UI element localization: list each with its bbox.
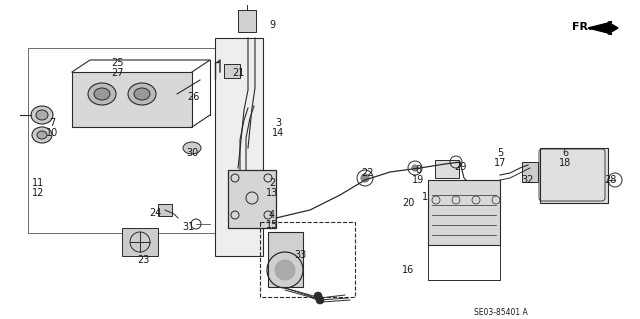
Bar xyxy=(435,160,459,178)
Text: 12: 12 xyxy=(32,188,44,198)
Text: 21: 21 xyxy=(232,68,244,78)
Text: 11: 11 xyxy=(32,178,44,188)
Text: 23: 23 xyxy=(137,255,149,265)
Text: 25: 25 xyxy=(112,58,124,68)
Text: 32: 32 xyxy=(521,175,533,185)
Ellipse shape xyxy=(31,106,53,124)
Circle shape xyxy=(412,165,418,171)
Text: 14: 14 xyxy=(272,128,284,138)
Text: 3: 3 xyxy=(275,118,281,128)
Bar xyxy=(428,180,500,280)
Text: 28: 28 xyxy=(604,175,616,185)
Ellipse shape xyxy=(94,88,110,100)
Bar xyxy=(72,72,192,127)
Text: SE03-85401 A: SE03-85401 A xyxy=(474,308,528,317)
Text: 8: 8 xyxy=(415,165,421,175)
Text: 9: 9 xyxy=(269,20,275,30)
Bar xyxy=(122,228,158,256)
Ellipse shape xyxy=(183,142,201,154)
Ellipse shape xyxy=(32,127,52,143)
Text: 6: 6 xyxy=(562,148,568,158)
Circle shape xyxy=(361,174,369,182)
Circle shape xyxy=(316,296,324,304)
Ellipse shape xyxy=(134,88,150,100)
Polygon shape xyxy=(588,22,618,34)
Bar xyxy=(224,64,240,78)
Text: 33: 33 xyxy=(294,250,306,260)
Circle shape xyxy=(275,260,295,280)
Text: 17: 17 xyxy=(494,158,506,168)
Text: 22: 22 xyxy=(362,168,374,178)
Text: 4: 4 xyxy=(269,210,275,220)
Circle shape xyxy=(314,292,322,300)
Text: 20: 20 xyxy=(402,198,414,208)
Text: 10: 10 xyxy=(46,128,58,138)
Text: 18: 18 xyxy=(559,158,571,168)
Text: 15: 15 xyxy=(266,220,278,230)
Bar xyxy=(522,162,538,182)
Bar xyxy=(215,38,263,256)
Text: 27: 27 xyxy=(112,68,124,78)
Text: 1: 1 xyxy=(422,192,428,202)
Ellipse shape xyxy=(128,83,156,105)
Bar xyxy=(228,170,276,228)
Text: 5: 5 xyxy=(497,148,503,158)
Ellipse shape xyxy=(37,131,47,139)
Text: 31: 31 xyxy=(182,222,194,232)
Text: 19: 19 xyxy=(412,175,424,185)
Ellipse shape xyxy=(88,83,116,105)
Bar xyxy=(158,204,172,216)
Ellipse shape xyxy=(36,110,48,120)
Text: 29: 29 xyxy=(454,162,466,172)
Bar xyxy=(268,232,303,287)
Text: 7: 7 xyxy=(49,118,55,128)
Bar xyxy=(238,10,256,32)
Text: 16: 16 xyxy=(402,265,414,275)
Text: 24: 24 xyxy=(149,208,161,218)
Text: 30: 30 xyxy=(186,148,198,158)
Bar xyxy=(540,148,608,203)
Text: 26: 26 xyxy=(187,92,199,102)
Bar xyxy=(260,222,355,297)
Text: 13: 13 xyxy=(266,188,278,198)
Bar xyxy=(28,48,243,233)
Text: FR.: FR. xyxy=(572,22,593,32)
Bar xyxy=(428,180,500,245)
Text: 2: 2 xyxy=(269,178,275,188)
